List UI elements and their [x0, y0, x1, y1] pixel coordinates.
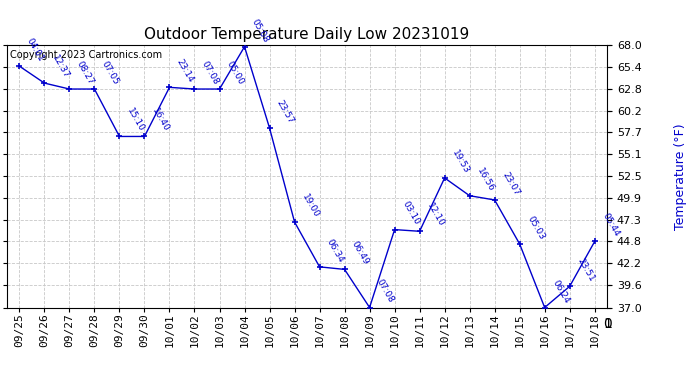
- Text: 16:40: 16:40: [150, 107, 170, 134]
- Text: 06:34: 06:34: [325, 237, 346, 264]
- Text: 06:24: 06:24: [550, 278, 571, 305]
- Title: Outdoor Temperature Daily Low 20231019: Outdoor Temperature Daily Low 20231019: [144, 27, 470, 42]
- Text: 08:27: 08:27: [75, 60, 96, 86]
- Text: 05:00: 05:00: [225, 59, 246, 86]
- Text: 12:37: 12:37: [50, 54, 70, 80]
- Text: Temperature (°F): Temperature (°F): [673, 123, 687, 230]
- Text: 12:10: 12:10: [425, 202, 446, 228]
- Text: 15:10: 15:10: [125, 107, 146, 134]
- Text: Copyright 2023 Cartronics.com: Copyright 2023 Cartronics.com: [10, 50, 162, 60]
- Text: 06:49: 06:49: [350, 240, 371, 267]
- Text: 23:14: 23:14: [175, 58, 196, 84]
- Text: 23:07: 23:07: [500, 170, 521, 197]
- Text: 19:53: 19:53: [450, 148, 471, 175]
- Text: 04:01: 04:01: [25, 37, 46, 63]
- Text: 16:56: 16:56: [475, 166, 496, 193]
- Text: 05:44: 05:44: [600, 212, 621, 238]
- Text: 07:05: 07:05: [100, 59, 121, 86]
- Text: 05:03: 05:03: [525, 214, 546, 241]
- Text: 23:51: 23:51: [575, 257, 596, 284]
- Text: 19:00: 19:00: [300, 192, 321, 219]
- Text: 05:08: 05:08: [250, 17, 270, 44]
- Text: 07:08: 07:08: [375, 278, 396, 305]
- Text: 07:08: 07:08: [200, 59, 221, 86]
- Text: 03:10: 03:10: [400, 200, 421, 227]
- Text: 23:57: 23:57: [275, 98, 296, 125]
